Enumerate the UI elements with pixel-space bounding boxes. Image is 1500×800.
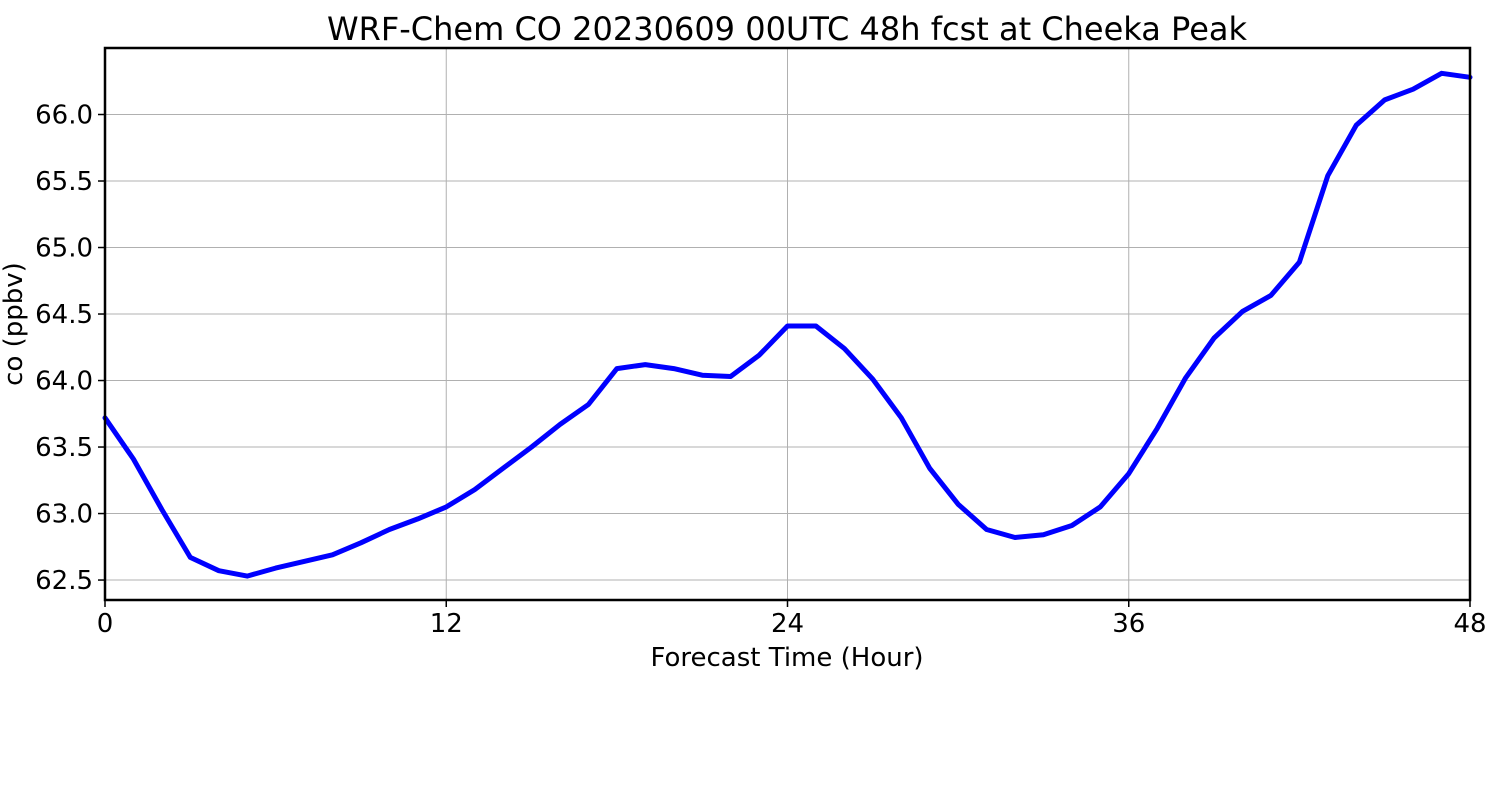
y-axis-label: co (ppbv) xyxy=(0,262,29,386)
co-series-line xyxy=(102,70,1473,579)
x-tick-label: 12 xyxy=(430,609,463,639)
y-tick-label: 65.5 xyxy=(35,167,93,197)
y-tick-label: 64.5 xyxy=(35,300,93,330)
x-axis-label: Forecast Time (Hour) xyxy=(650,643,923,673)
x-tick-label: 48 xyxy=(1453,609,1486,639)
axis-ticks: 0 12 24 36 48 62.5 63.0 63.5 64.0 64.5 65.0 65.5 66.… xyxy=(35,101,1486,639)
chart-title: WRF-Chem CO 20230609 00UTC 48h fcst at C… xyxy=(327,10,1248,48)
y-tick-label: 65.0 xyxy=(35,234,93,264)
y-tick-label: 66.0 xyxy=(35,101,93,131)
y-tick-label: 63.5 xyxy=(35,433,93,463)
y-tick-label: 62.5 xyxy=(35,566,93,596)
x-tick-label: 24 xyxy=(771,609,804,639)
x-tick-label: 36 xyxy=(1112,609,1145,639)
y-tick-label: 63.0 xyxy=(35,500,93,530)
y-tick-label: 64.0 xyxy=(35,367,93,397)
x-tick-label: 0 xyxy=(97,609,114,639)
